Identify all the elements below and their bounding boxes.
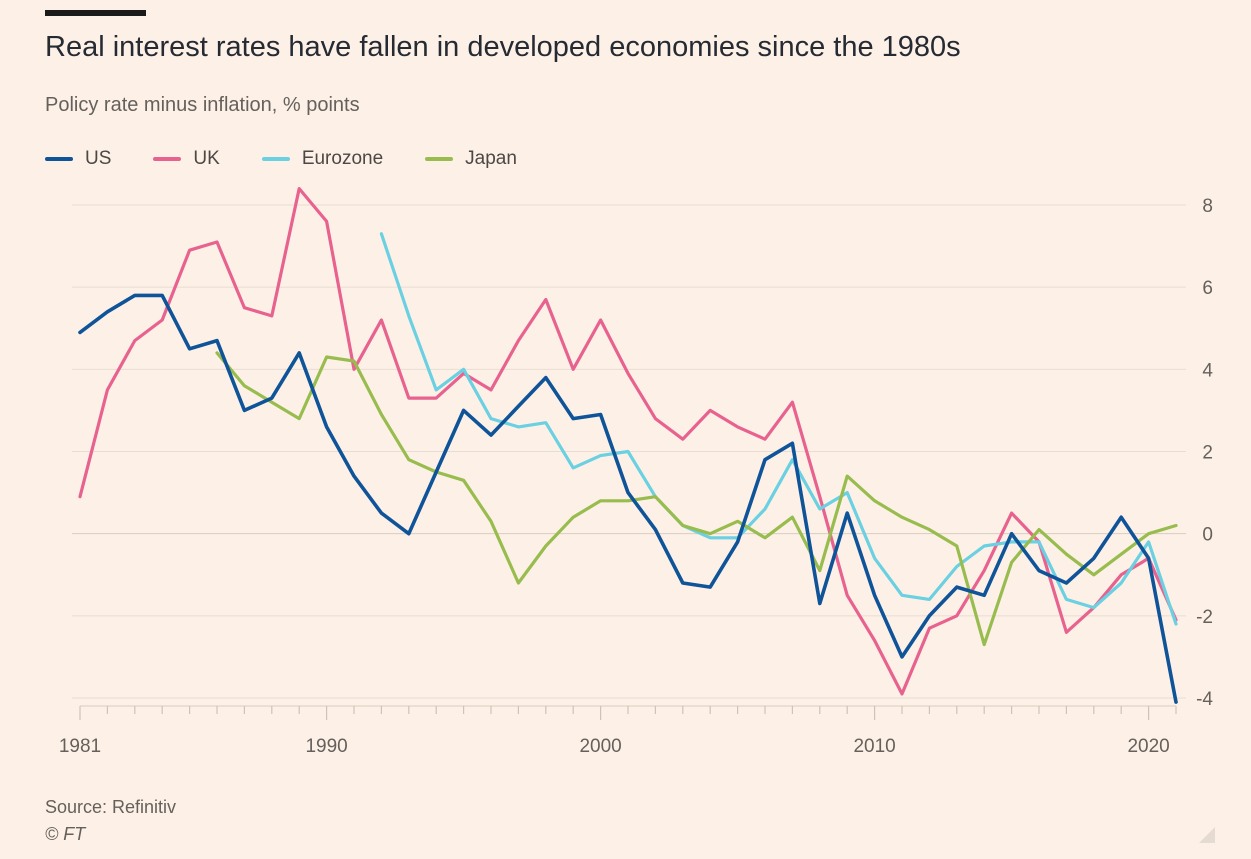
legend-swatch-japan (425, 157, 454, 161)
y-tick-label: -2 (1196, 607, 1213, 628)
y-tick-label: -4 (1196, 689, 1213, 710)
legend-item-eurozone: Eurozone (261, 148, 384, 170)
line-chart: 1981 1990 2000 2010 2020 -4 -2 0 2 4 6 8 (59, 187, 1213, 757)
legend-swatch-eurozone (261, 157, 290, 161)
legend-item-japan: Japan (425, 148, 517, 170)
x-axis: 1981 1990 2000 2010 2020 (59, 705, 1177, 757)
top-accent-bar (45, 10, 146, 16)
x-tick-label: 1990 (305, 736, 347, 757)
y-tick-label: 4 (1202, 360, 1213, 381)
y-tick-label: 8 (1202, 196, 1213, 217)
x-tick-label: 2010 (853, 736, 895, 757)
series-line-eurozone (379, 232, 1178, 626)
chart-subtitle: Policy rate minus inflation, % points (45, 94, 360, 116)
legend-label-eurozone: Eurozone (301, 148, 384, 169)
y-axis-tick-labels: -4 -2 0 2 4 6 8 (1196, 196, 1213, 710)
resize-corner-icon (1199, 827, 1215, 843)
legend-label-japan: Japan (465, 148, 517, 169)
y-tick-label: 2 (1202, 443, 1213, 464)
legend-swatch-uk (153, 157, 182, 161)
copyright-note: © FT (45, 824, 86, 844)
x-tick-label: 1981 (59, 736, 101, 757)
x-tick-label: 2000 (579, 736, 621, 757)
source-note: Source: Refinitiv (45, 797, 177, 817)
chart-title: Real interest rates have fallen in devel… (45, 31, 961, 63)
series-lines (78, 187, 1178, 704)
series-line-japan (215, 351, 1178, 647)
legend-swatch-us (45, 157, 73, 161)
series-line-us (78, 293, 1178, 704)
y-tick-label: 0 (1202, 525, 1213, 546)
series-line-uk (78, 187, 1178, 696)
legend-label-us: US (85, 148, 112, 169)
legend-item-us: US (45, 148, 111, 170)
y-tick-label: 6 (1202, 278, 1213, 299)
legend-item-uk: UK (153, 148, 220, 170)
legend-label-uk: UK (193, 148, 220, 169)
x-tick-label: 2020 (1127, 736, 1169, 757)
legend: US UK Eurozone Japan (45, 146, 559, 172)
